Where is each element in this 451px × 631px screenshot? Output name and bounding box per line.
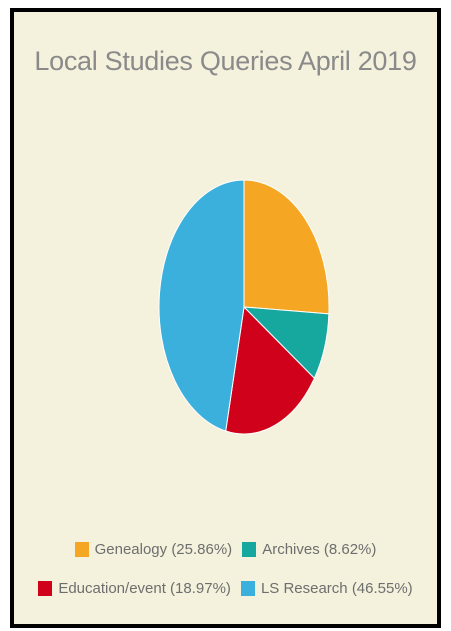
legend-item-ls-research[interactable]: LS Research (46.55%) [240, 580, 413, 597]
pie-slice-education-event[interactable] [225, 305, 315, 435]
legend-label-ls-research: LS Research (46.55%) [260, 580, 413, 597]
legend-swatch-genealogy [74, 542, 89, 557]
legend-item-archives[interactable]: Archives (8.62%) [242, 541, 376, 558]
pie-slice-genealogy[interactable] [243, 179, 330, 315]
chart-title: Local Studies Queries April 2019 [34, 46, 417, 76]
pie-slice-ls-research[interactable] [158, 179, 245, 432]
legend-label-genealogy: Genealogy (25.86%) [94, 541, 233, 558]
legend-swatch-education-event [38, 581, 53, 596]
legend-swatch-ls-research [240, 581, 255, 596]
legend-row-2: Education/event (18.97%) LS Research (46… [14, 580, 437, 597]
legend-row-1: Genealogy (25.86%) Archives (8.62%) [14, 541, 437, 558]
legend-swatch-archives [242, 542, 257, 557]
legend-item-genealogy[interactable]: Genealogy (25.86%) [74, 541, 233, 558]
pie-chart [158, 179, 330, 435]
legend-label-archives: Archives (8.62%) [262, 541, 377, 558]
legend-item-education-event[interactable]: Education/event (18.97%) [38, 580, 231, 597]
chart-frame: Local Studies Queries April 2019 Genealo… [10, 8, 441, 628]
legend-label-education-event: Education/event (18.97%) [58, 580, 231, 597]
